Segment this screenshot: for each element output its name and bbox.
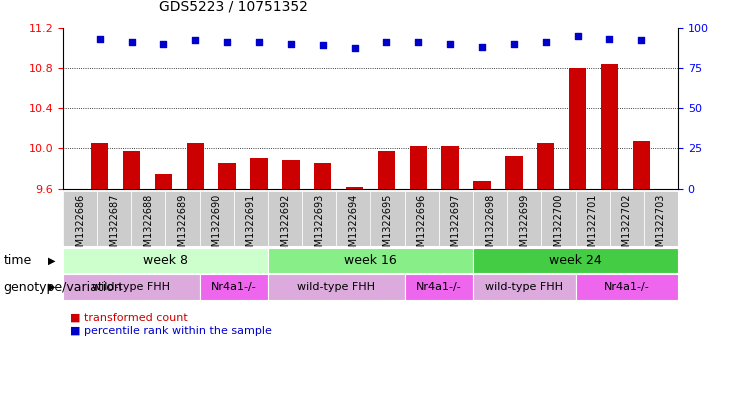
Bar <box>131 191 165 246</box>
Text: GSM1322694: GSM1322694 <box>348 193 359 259</box>
Bar <box>378 151 395 189</box>
Text: GSM1322699: GSM1322699 <box>519 193 529 259</box>
Bar <box>442 146 459 189</box>
Text: ■ percentile rank within the sample: ■ percentile rank within the sample <box>70 326 272 336</box>
Bar <box>569 68 586 189</box>
Bar <box>165 191 199 246</box>
Bar <box>91 143 108 189</box>
Bar <box>199 274 268 300</box>
Bar <box>63 248 268 273</box>
Bar <box>97 191 131 246</box>
Point <box>126 39 138 45</box>
Bar <box>123 151 140 189</box>
Bar <box>250 158 268 189</box>
Text: wild-type FHH: wild-type FHH <box>297 282 376 292</box>
Text: GSM1322693: GSM1322693 <box>314 193 325 259</box>
Point <box>412 39 424 45</box>
Point <box>444 40 456 47</box>
Text: GSM1322692: GSM1322692 <box>280 193 290 259</box>
Bar <box>505 156 522 189</box>
Point <box>94 36 106 42</box>
Bar <box>537 143 554 189</box>
Bar <box>410 146 427 189</box>
Bar <box>314 163 331 189</box>
Text: GSM1322700: GSM1322700 <box>554 193 563 259</box>
Bar <box>155 174 172 189</box>
Text: GSM1322687: GSM1322687 <box>109 193 119 259</box>
Text: GSM1322696: GSM1322696 <box>416 193 427 259</box>
Point <box>317 42 329 48</box>
Bar <box>199 191 234 246</box>
Point <box>222 39 233 45</box>
Text: ▶: ▶ <box>48 282 56 292</box>
Text: GSM1322690: GSM1322690 <box>212 193 222 259</box>
Text: genotype/variation: genotype/variation <box>4 281 122 294</box>
Text: wild-type FHH: wild-type FHH <box>485 282 563 292</box>
Bar <box>473 274 576 300</box>
Text: GSM1322697: GSM1322697 <box>451 193 461 259</box>
Bar <box>336 191 370 246</box>
Text: week 8: week 8 <box>143 254 188 267</box>
Point <box>158 40 170 47</box>
Bar <box>219 163 236 189</box>
Bar <box>346 187 363 189</box>
Bar <box>644 191 678 246</box>
Text: Nr4a1-/-: Nr4a1-/- <box>211 282 256 292</box>
Point <box>190 37 202 44</box>
Point <box>349 45 361 51</box>
Text: time: time <box>4 254 32 267</box>
Point <box>603 36 615 42</box>
Text: week 24: week 24 <box>549 254 602 267</box>
Bar <box>507 191 542 246</box>
Bar <box>268 248 473 273</box>
Bar <box>473 180 491 189</box>
Text: GSM1322695: GSM1322695 <box>382 193 393 259</box>
Bar <box>439 191 473 246</box>
Text: ▶: ▶ <box>48 255 56 265</box>
Bar <box>234 191 268 246</box>
Bar <box>405 274 473 300</box>
Bar <box>633 141 650 189</box>
Text: GDS5223 / 10751352: GDS5223 / 10751352 <box>159 0 308 14</box>
Bar <box>302 191 336 246</box>
Bar <box>576 274 678 300</box>
Bar <box>268 191 302 246</box>
Point <box>380 39 392 45</box>
Text: week 16: week 16 <box>344 254 397 267</box>
Bar <box>63 274 199 300</box>
Point <box>285 40 297 47</box>
Point <box>253 39 265 45</box>
Point <box>508 40 519 47</box>
Bar <box>542 191 576 246</box>
Text: wild-type FHH: wild-type FHH <box>93 282 170 292</box>
Bar <box>610 191 644 246</box>
Text: GSM1322691: GSM1322691 <box>246 193 256 259</box>
Text: GSM1322686: GSM1322686 <box>75 193 85 259</box>
Point <box>571 32 583 39</box>
Bar <box>473 191 507 246</box>
Text: GSM1322698: GSM1322698 <box>485 193 495 259</box>
Point <box>635 37 647 44</box>
Bar <box>576 191 610 246</box>
Text: GSM1322689: GSM1322689 <box>178 193 187 259</box>
Bar <box>473 248 678 273</box>
Text: Nr4a1-/-: Nr4a1-/- <box>416 282 462 292</box>
Text: GSM1322703: GSM1322703 <box>656 193 666 259</box>
Text: GSM1322702: GSM1322702 <box>622 193 632 259</box>
Text: ■ transformed count: ■ transformed count <box>70 312 188 323</box>
Bar <box>601 64 618 189</box>
Text: GSM1322688: GSM1322688 <box>144 193 153 259</box>
Bar <box>187 143 204 189</box>
Bar <box>370 191 405 246</box>
Text: Nr4a1-/-: Nr4a1-/- <box>604 282 650 292</box>
Bar <box>268 274 405 300</box>
Bar <box>405 191 439 246</box>
Point <box>539 39 551 45</box>
Bar <box>282 160 299 189</box>
Text: GSM1322701: GSM1322701 <box>588 193 597 259</box>
Bar <box>63 191 97 246</box>
Point <box>476 44 488 50</box>
